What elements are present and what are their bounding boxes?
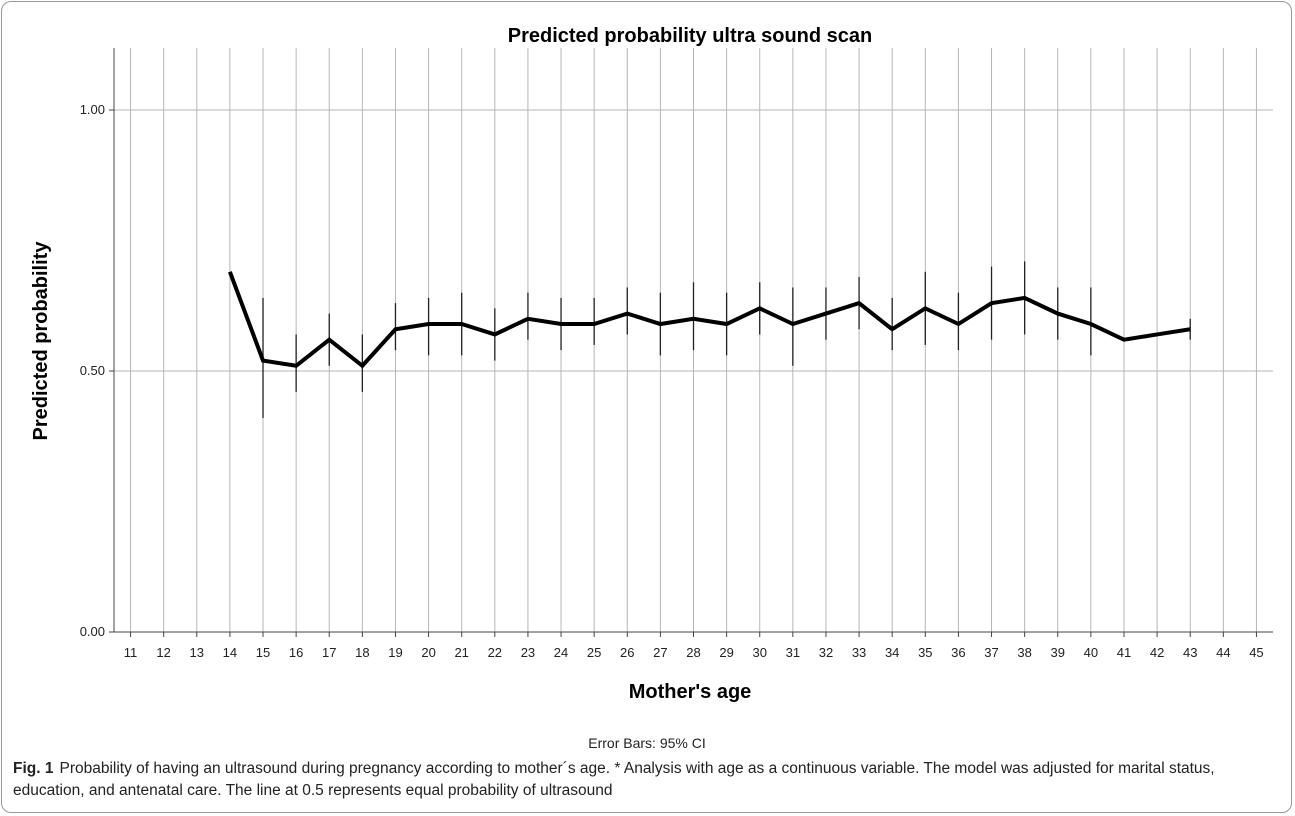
x-tick-label: 36	[951, 645, 965, 660]
x-tick-label: 21	[454, 645, 468, 660]
chart: 0.00 0.50 1.00 11 12 13 14 15 16 17 18 19 20 21 22 23 24…	[30, 25, 1273, 751]
x-tick-label: 16	[289, 645, 303, 660]
x-tick-label: 32	[819, 645, 833, 660]
x-tick-label: 31	[786, 645, 800, 660]
x-tick-label: 40	[1084, 645, 1098, 660]
x-tick-label: 34	[885, 645, 899, 660]
y-tick-label: 0.50	[80, 363, 105, 378]
x-tick-label: 38	[1017, 645, 1031, 660]
x-tick-label: 43	[1183, 645, 1197, 660]
x-tick-label: 28	[686, 645, 700, 660]
x-tick-label: 15	[256, 645, 270, 660]
error-bars-note: Error Bars: 95% CI	[588, 735, 705, 751]
x-tick-label: 29	[719, 645, 733, 660]
x-tick-label: 39	[1051, 645, 1065, 660]
series-line	[228, 271, 1191, 369]
plot-area: 0.00 0.50 1.00 11 12 13 14 15 16 17 18 19 20 21 22 23 24…	[80, 48, 1273, 660]
x-tick-label: 25	[587, 645, 601, 660]
x-tick-label: 24	[554, 645, 568, 660]
x-tick-label: 11	[124, 645, 138, 660]
x-tick-label: 37	[984, 645, 998, 660]
figure-caption: Fig. 1 Probability of having an ultrasoun…	[13, 758, 1283, 802]
x-tick-label: 12	[156, 645, 170, 660]
x-tick-label: 35	[918, 645, 932, 660]
x-tick-label: 17	[322, 645, 336, 660]
caption-text: Probability of having an ultrasound duri…	[13, 760, 1215, 799]
x-tick-label: 45	[1249, 645, 1263, 660]
x-tick-label: 23	[521, 645, 535, 660]
x-tick-label: 41	[1117, 645, 1131, 660]
x-axis-label: Mother's age	[629, 681, 752, 703]
x-tick-label: 22	[488, 645, 502, 660]
x-tick-label: 33	[852, 645, 866, 660]
x-tick-label: 19	[388, 645, 402, 660]
x-tick-label: 42	[1150, 645, 1164, 660]
x-tick-label: 13	[190, 645, 204, 660]
x-tick-label: 20	[421, 645, 435, 660]
x-tick-label: 44	[1216, 645, 1230, 660]
figure-label: Fig. 1	[13, 760, 54, 777]
y-tick-label: 0.00	[80, 624, 105, 639]
x-tick-label: 14	[223, 645, 237, 660]
x-tick-label: 27	[653, 645, 667, 660]
x-tick-label: 30	[752, 645, 766, 660]
x-tick-label: 26	[620, 645, 634, 660]
chart-title: Predicted probability ultra sound scan	[508, 25, 873, 47]
x-tick-label: 18	[355, 645, 369, 660]
y-axis-label: Predicted probability	[30, 241, 52, 441]
y-tick-label: 1.00	[80, 102, 105, 117]
